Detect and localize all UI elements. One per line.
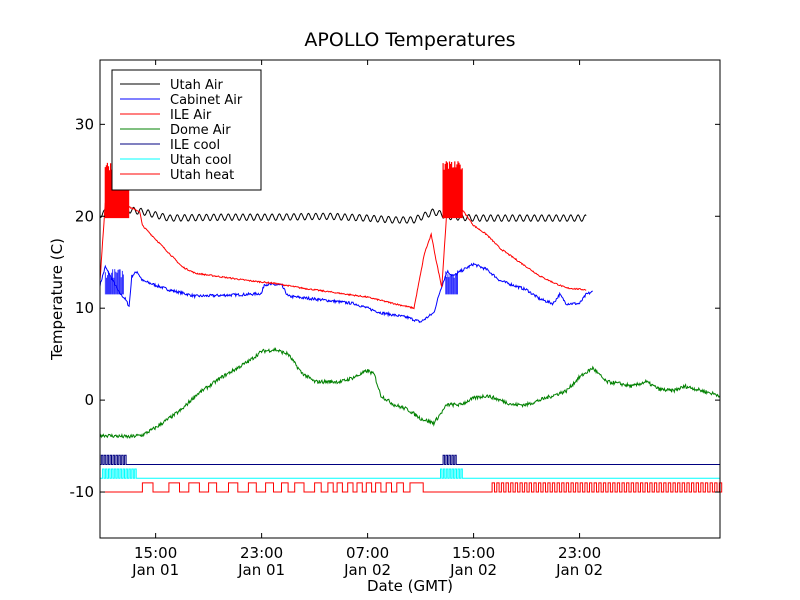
plot-frame bbox=[99, 59, 721, 539]
series-line-ile-air bbox=[99, 193, 587, 310]
x-tick-label-time: 07:00 bbox=[346, 544, 389, 562]
series-line-dome-air bbox=[99, 347, 721, 440]
x-tick-label-time: 15:00 bbox=[452, 544, 495, 562]
legend-label: Utah heat bbox=[170, 168, 234, 183]
x-tick-label-time: 23:00 bbox=[558, 544, 601, 562]
series-line-ile-air-spikes bbox=[104, 161, 463, 219]
x-axis-label: Date (GMT) bbox=[367, 577, 453, 595]
x-tick-label-time: 23:00 bbox=[240, 544, 283, 562]
y-tick-label: 20 bbox=[75, 207, 94, 225]
y-tick-label: 30 bbox=[75, 115, 94, 133]
legend-label: Utah cool bbox=[170, 153, 232, 168]
legend-label: Cabinet Air bbox=[170, 93, 243, 108]
chart-title: APOLLO Temperatures bbox=[304, 29, 515, 51]
x-tick-label-time: 15:00 bbox=[134, 544, 177, 562]
x-tick-label-date: Jan 02 bbox=[449, 561, 497, 579]
plot-lines bbox=[99, 161, 723, 493]
x-tick-label-date: Jan 01 bbox=[237, 561, 285, 579]
series-line-utah-cool bbox=[100, 468, 720, 479]
legend-label: ILE Air bbox=[170, 108, 212, 123]
legend-label: Dome Air bbox=[170, 123, 231, 138]
series-line-cabinet-air bbox=[99, 262, 593, 324]
legend-box bbox=[111, 69, 262, 191]
legend-label: Utah Air bbox=[170, 78, 223, 93]
y-tick-label: -10 bbox=[70, 483, 95, 501]
series-line-ile-cool bbox=[100, 454, 720, 465]
legend-label: ILE cool bbox=[170, 138, 220, 153]
series-line-utah-air bbox=[99, 205, 587, 224]
series-line-cabinet-air-spikes bbox=[104, 269, 458, 295]
y-tick-label: 0 bbox=[84, 391, 94, 409]
series-line-utah-heat bbox=[100, 482, 723, 493]
x-tick-label-date: Jan 02 bbox=[555, 561, 603, 579]
x-tick-label-date: Jan 01 bbox=[131, 561, 179, 579]
y-axis-label: Temperature (C) bbox=[48, 238, 66, 361]
y-tick-label: 10 bbox=[75, 299, 94, 317]
x-tick-label-date: Jan 02 bbox=[343, 561, 391, 579]
